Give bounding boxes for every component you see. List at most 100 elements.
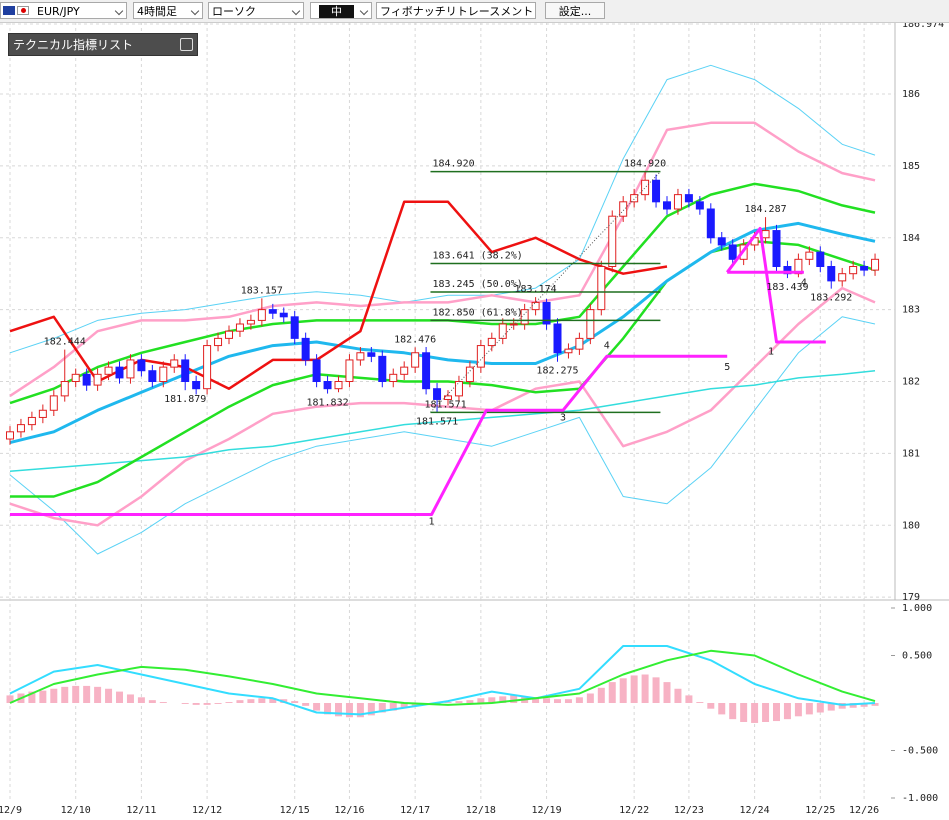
candle-body xyxy=(498,323,507,339)
candle-body xyxy=(170,359,179,368)
indicator-line xyxy=(9,316,876,555)
candle-body xyxy=(422,352,431,390)
histogram-bar xyxy=(532,697,540,703)
x-tick-label: 12/11 xyxy=(126,805,156,816)
histogram-bar xyxy=(72,685,80,703)
histogram-bar xyxy=(696,702,704,703)
x-tick-label: 12/16 xyxy=(334,805,364,816)
histogram-bar xyxy=(400,703,408,708)
extreme-label: 183.292 xyxy=(810,293,852,304)
candle-body xyxy=(805,251,814,260)
x-tick-label: 12/9 xyxy=(0,805,22,816)
candle-body xyxy=(323,381,332,390)
candle-body xyxy=(553,323,562,354)
y-tick-label: 186.974 xyxy=(902,19,944,30)
candle-body xyxy=(400,366,409,375)
candle-body xyxy=(871,258,880,271)
histogram-bar xyxy=(247,699,255,703)
x-tick-label: 12/22 xyxy=(619,805,649,816)
histogram-bar xyxy=(335,703,342,717)
histogram-bar xyxy=(652,677,660,703)
chart-type: ローソク xyxy=(212,5,256,18)
wave-label: 4 xyxy=(801,277,807,288)
histogram-bar xyxy=(39,690,47,703)
macd-line xyxy=(9,649,876,706)
candle-body xyxy=(115,366,124,379)
x-tick-label: 12/26 xyxy=(849,805,879,816)
candle-body xyxy=(608,215,617,268)
wave-label: 1 xyxy=(429,517,435,528)
y-tick-label: 183 xyxy=(902,305,920,316)
histogram-bar xyxy=(126,694,134,703)
zigzag-line xyxy=(725,226,826,344)
symbol-select[interactable]: EUR/JPY xyxy=(0,2,127,19)
settings: 設定... xyxy=(558,5,592,18)
candle-body xyxy=(378,355,387,383)
y-tick-label: 184 xyxy=(902,233,920,244)
histogram-bar xyxy=(608,682,616,703)
indicator-line xyxy=(9,121,876,397)
histogram-bar xyxy=(302,703,310,706)
size-select[interactable]: 中 xyxy=(310,2,372,19)
candle-body xyxy=(487,337,496,347)
chart-type-select[interactable]: ローソク xyxy=(208,2,304,19)
tool-field[interactable]: フィボナッチリトレースメント xyxy=(376,2,536,19)
histogram-bar xyxy=(477,698,485,703)
panel-title: テクニカル指標リスト xyxy=(13,38,134,52)
candle-body xyxy=(706,208,715,239)
histogram-bar xyxy=(564,699,572,703)
candle-body xyxy=(728,244,737,260)
histogram-bar xyxy=(685,695,693,703)
wave-label: 1 xyxy=(768,346,774,357)
indicator-panel[interactable]: テクニカル指標リスト xyxy=(8,33,198,56)
histogram-bar xyxy=(510,695,518,703)
fib-label: 184.920 xyxy=(432,159,474,170)
candle-body xyxy=(345,359,354,383)
histogram-bar xyxy=(203,703,211,705)
histogram-bar xyxy=(389,703,397,711)
histogram-bar xyxy=(159,702,167,703)
histogram-bar xyxy=(663,682,671,703)
candle-body xyxy=(684,194,693,203)
flag-jp xyxy=(17,6,29,15)
histogram-bar xyxy=(641,674,649,703)
candle-body xyxy=(356,352,365,361)
x-tick-label: 12/23 xyxy=(674,805,704,816)
y-tick-label: -1.000 xyxy=(902,793,938,804)
candle-body xyxy=(433,388,442,400)
candle-body xyxy=(597,266,606,311)
histogram-bar xyxy=(783,703,791,720)
candle-body xyxy=(38,409,47,418)
zigzag-line xyxy=(10,354,728,516)
candle-body xyxy=(159,366,168,383)
x-tick-label: 12/19 xyxy=(531,805,561,816)
histogram-bar xyxy=(345,703,353,718)
timeframe-select[interactable]: 4時間足 xyxy=(133,2,203,19)
candle-body xyxy=(137,359,146,372)
histogram-bar xyxy=(94,686,102,703)
y-tick-label: 181 xyxy=(902,448,920,459)
candle-body xyxy=(860,266,869,271)
indicator-line xyxy=(9,64,876,354)
y-tick-label: 0.500 xyxy=(902,651,932,662)
settings-button[interactable]: 設定... xyxy=(545,2,605,19)
histogram-bar xyxy=(762,703,770,722)
histogram-bar xyxy=(137,697,145,703)
histogram-bar xyxy=(707,703,715,709)
candle-body xyxy=(334,381,343,390)
histogram-bar xyxy=(543,698,551,703)
y-tick-label: 185 xyxy=(902,161,920,172)
candle-body xyxy=(520,309,529,325)
candle-body xyxy=(586,309,595,339)
candle-body xyxy=(663,201,671,210)
candle-body xyxy=(476,345,485,368)
indicator-line xyxy=(9,286,876,527)
histogram-bar xyxy=(83,685,91,703)
candle-body xyxy=(6,431,14,440)
histogram-bar xyxy=(214,703,222,704)
candle-body xyxy=(290,316,299,339)
candle-body xyxy=(389,373,398,383)
flag-eu xyxy=(3,6,15,15)
panel-icon[interactable] xyxy=(180,38,193,51)
